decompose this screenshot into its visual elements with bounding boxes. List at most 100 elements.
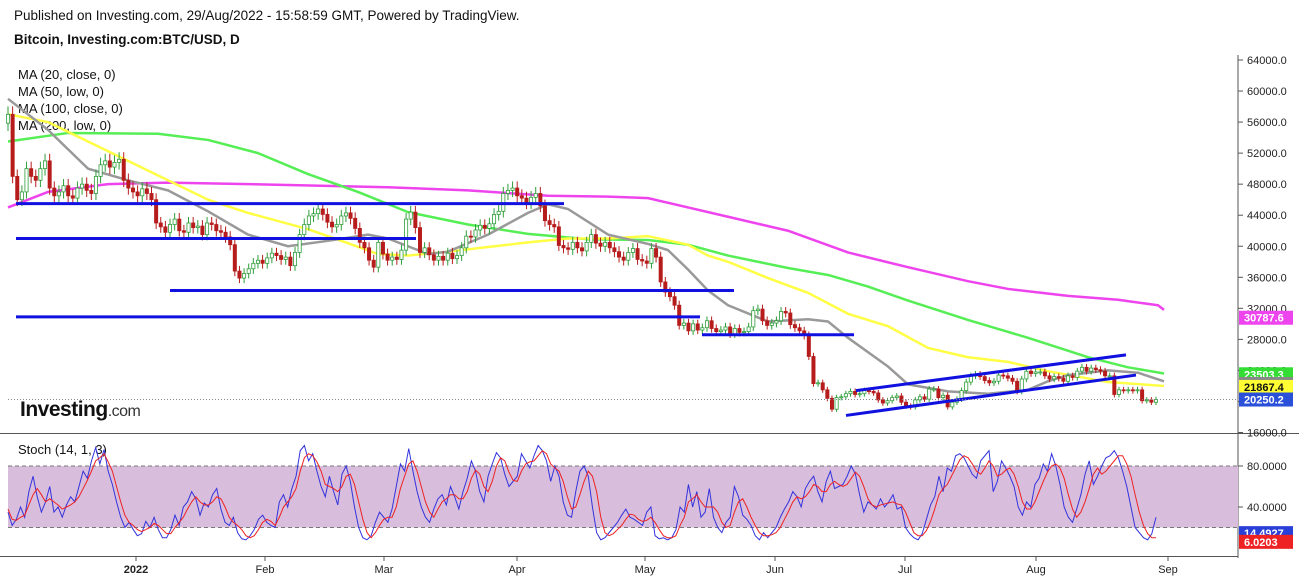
candle-body <box>209 222 214 225</box>
x-tick-label: Feb <box>256 564 275 576</box>
candle-body <box>607 241 612 249</box>
candle-body <box>367 247 372 261</box>
candle-body <box>61 185 66 193</box>
candle-body <box>195 225 200 229</box>
candle-body <box>751 310 756 328</box>
candle-body <box>84 183 89 191</box>
candle-body <box>205 222 210 236</box>
candle-body <box>1061 377 1066 382</box>
investing-logo: Investing.com <box>20 398 141 422</box>
x-tick-label: Sep <box>1158 564 1178 576</box>
y-tick-label: 52000.0 <box>1247 148 1287 160</box>
candle-body <box>1089 367 1094 372</box>
candle-body <box>330 221 335 228</box>
candle-body <box>1084 366 1089 372</box>
candle-body <box>811 356 816 385</box>
candle-body <box>445 252 450 261</box>
candle-body <box>982 376 987 381</box>
candle-body <box>964 381 969 391</box>
candle-body <box>246 268 251 274</box>
candle-body <box>806 335 811 357</box>
candle-body <box>922 396 927 400</box>
candle-body <box>728 326 733 335</box>
candle-body <box>515 187 520 197</box>
candle-body <box>404 218 409 251</box>
candle-body <box>1015 380 1020 392</box>
candle-body <box>737 328 742 333</box>
candle-body <box>839 396 844 399</box>
candle-body <box>1010 377 1015 382</box>
price-badge-label: 21867.4 <box>1244 382 1285 394</box>
candle-body <box>663 281 668 293</box>
candle-body <box>353 217 358 229</box>
candle-body <box>816 382 821 385</box>
candle-body <box>941 394 946 398</box>
candle-body <box>529 196 534 204</box>
candle-body <box>70 195 75 199</box>
candle-body <box>598 242 603 247</box>
symbol-title: Bitcoin, Investing.com:BTC/USD, D <box>14 32 240 47</box>
price-badge-label: 30787.6 <box>1244 313 1284 325</box>
candle-body <box>612 247 617 253</box>
candle-body <box>52 187 57 197</box>
candle-body <box>1075 370 1080 378</box>
candle-body <box>200 225 205 236</box>
candle-body <box>385 253 390 261</box>
candle-body <box>394 256 399 260</box>
candle-body <box>487 223 492 229</box>
candle-body <box>1070 375 1075 378</box>
candle-body <box>242 273 247 279</box>
candle-body <box>566 247 571 250</box>
candle-body <box>788 312 793 326</box>
stoch-k-line <box>7 444 1157 541</box>
y-tick-label: 28000.0 <box>1247 334 1287 346</box>
candle-body <box>1024 370 1029 380</box>
published-caption: Published on Investing.com, 29/Aug/2022 … <box>14 8 520 23</box>
candle-body <box>797 327 802 332</box>
candle-body <box>1103 370 1108 377</box>
candle-body <box>718 329 723 333</box>
candle-body <box>436 255 441 261</box>
candle-body <box>181 230 186 233</box>
candle-body <box>214 224 219 232</box>
candle-body <box>6 113 11 124</box>
candle-body <box>1042 371 1047 377</box>
stoch-band <box>8 466 1238 528</box>
candle-body <box>510 187 515 191</box>
legend-ma100[interactable]: MA (100, close, 0) <box>18 101 123 116</box>
candle-body <box>765 320 770 326</box>
candle-body <box>686 322 691 332</box>
candle-body <box>575 241 580 249</box>
candle-body <box>232 244 237 272</box>
candle-body <box>1144 399 1149 402</box>
candle-body <box>723 326 728 331</box>
stoch-d-line <box>7 449 1156 539</box>
candle-body <box>714 328 719 333</box>
candle-body <box>47 160 52 189</box>
candle-body <box>1029 370 1034 374</box>
candle-body <box>681 322 686 326</box>
candle-body <box>126 179 131 189</box>
candle-body <box>492 214 497 225</box>
stoch-title[interactable]: Stoch (14, 1, 3) <box>18 442 107 457</box>
candle-body <box>19 191 24 201</box>
candle-body <box>1033 371 1038 374</box>
candle-body <box>552 224 557 228</box>
x-tick-label: Mar <box>375 564 394 576</box>
candle-body <box>422 247 427 253</box>
candle-body <box>644 260 649 264</box>
candle-body <box>482 224 487 229</box>
candle-body <box>1107 375 1112 378</box>
legend-ma50[interactable]: MA (50, low, 0) <box>18 84 104 99</box>
candle-body <box>343 212 348 217</box>
candle-body <box>1005 375 1010 379</box>
candle-body <box>112 162 117 168</box>
candle-body <box>149 193 154 201</box>
candle-body <box>635 248 640 260</box>
legend-ma20[interactable]: MA (20, close, 0) <box>18 67 116 82</box>
candle-body <box>380 241 385 255</box>
candle-body <box>1047 375 1052 380</box>
candle-body <box>1149 399 1154 403</box>
candle-body <box>191 222 196 229</box>
